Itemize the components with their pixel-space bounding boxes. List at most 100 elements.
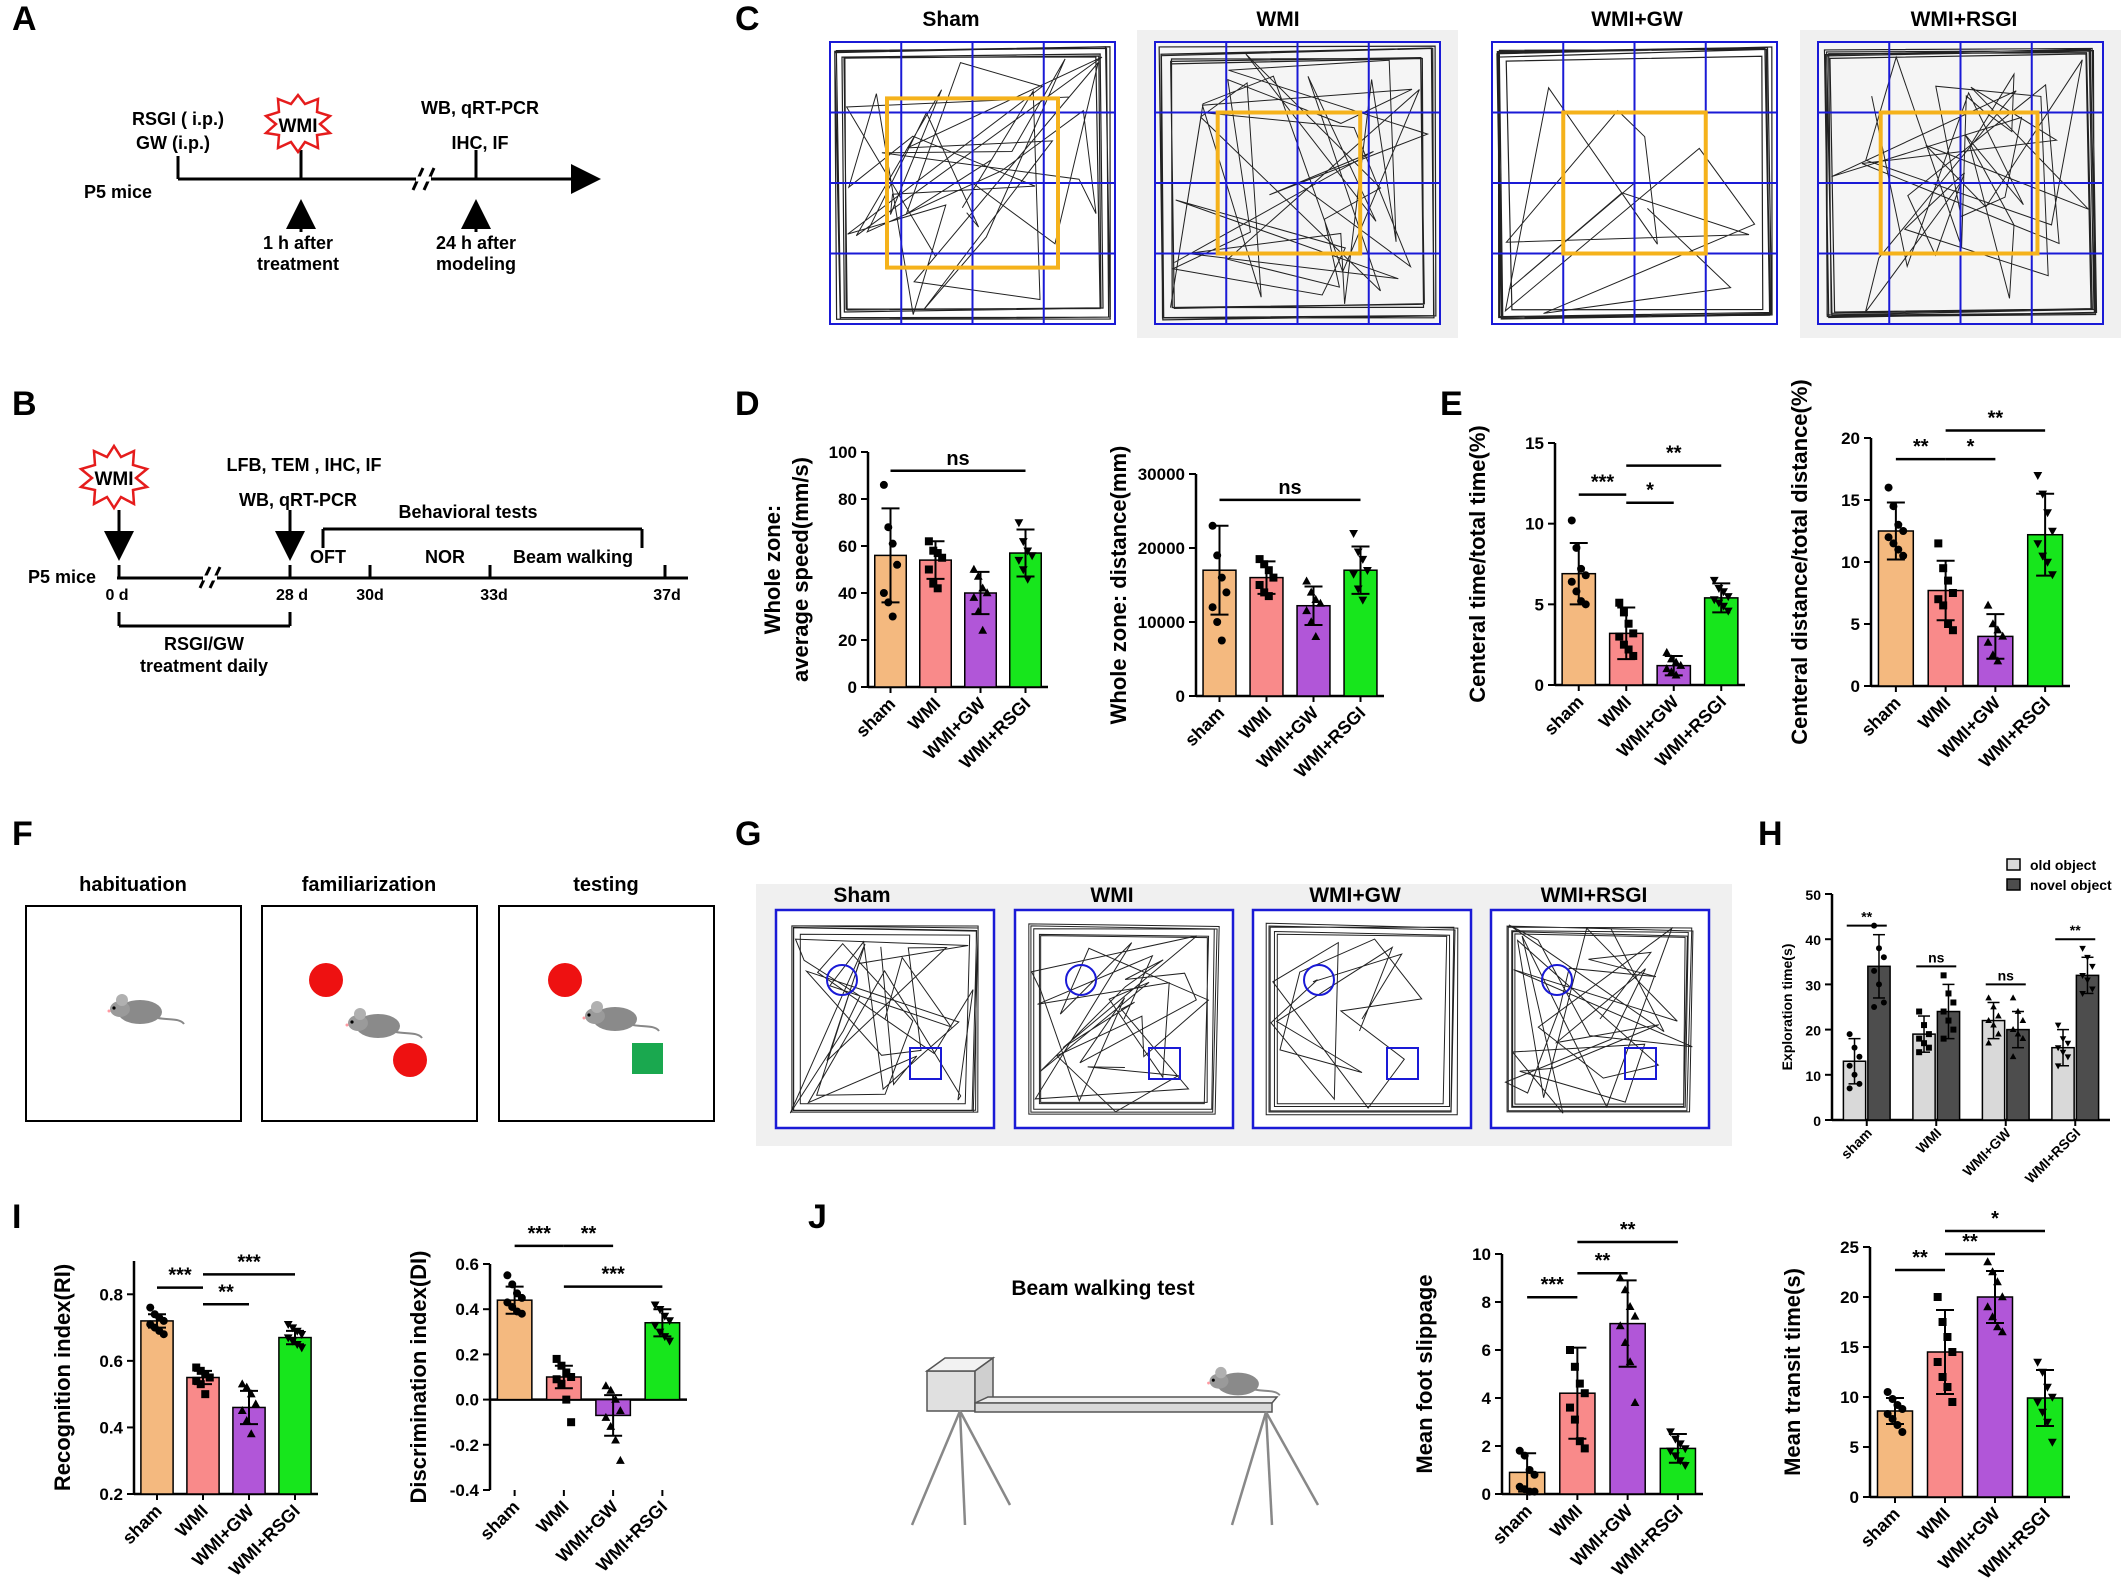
data-point [159, 1330, 168, 1339]
start-b: P5 mice [28, 567, 96, 587]
data-point [1525, 1466, 1534, 1474]
timeline-b: WMI LFB, TEM , IHC, IF WB, qRT-PCR Behav… [28, 443, 688, 676]
data-point [1625, 1302, 1635, 1310]
data-point [1615, 598, 1624, 607]
arena-g-3 [1251, 908, 1473, 1130]
y-tick-label: 5 [1850, 1438, 1859, 1457]
data-point [1255, 555, 1264, 564]
data-point [1709, 576, 1719, 585]
data-point [1629, 651, 1638, 660]
panel-letter-j: J [808, 1198, 827, 1236]
treat1-a: RSGI ( i.p.) [132, 109, 224, 129]
data-point [2084, 954, 2091, 961]
data-point [1353, 548, 1363, 557]
data-point [1993, 1277, 2002, 1286]
y-tick-label: 0.4 [455, 1300, 479, 1319]
data-point [655, 1306, 665, 1314]
data-point [1316, 598, 1325, 607]
data-point [1358, 555, 1368, 564]
center-zone [1878, 110, 2040, 256]
data-point [2054, 1045, 2062, 1052]
data-point [1938, 1318, 1947, 1326]
bar-novel [2075, 974, 2100, 1121]
data-point [1023, 575, 1033, 584]
data-point [969, 564, 979, 573]
data-point [1921, 1040, 1928, 1047]
panel-letter-c: C [735, 0, 760, 38]
data-point [508, 1280, 517, 1289]
assay1-b: LFB, TEM , IHC, IF [227, 455, 382, 475]
data-point [1993, 625, 2003, 634]
arena-title-g1: Sham [833, 884, 890, 907]
data-point [1893, 1421, 1902, 1429]
y-tick-label: 20 [838, 631, 857, 650]
object-square [1148, 1047, 1181, 1080]
data-point [283, 1321, 293, 1330]
y-tick-label: 0 [1535, 676, 1544, 695]
data-point [557, 1361, 566, 1370]
x-tick-label: WMI [532, 1497, 572, 1537]
arena-c-4 [1800, 30, 2121, 338]
data-point [1530, 1487, 1539, 1496]
data-point [251, 1399, 261, 1408]
y-tick-label: -0.2 [450, 1436, 479, 1455]
data-point [1620, 1285, 1630, 1294]
data-point [1023, 547, 1033, 556]
data-point [1575, 1437, 1584, 1446]
data-point [1925, 1044, 1932, 1051]
arena-g-2 [1013, 908, 1235, 1130]
data-point [1675, 1457, 1685, 1466]
data-point [2043, 509, 2052, 518]
sig-label: * [1991, 1208, 1999, 1230]
data-point [292, 1327, 302, 1336]
data-point [2047, 1393, 2057, 1402]
beam-title: Beam walking test [1011, 1277, 1194, 1300]
y-tick-label: 40 [1805, 932, 1821, 948]
data-point [1894, 545, 1903, 554]
day0-b: 0 d [105, 587, 128, 604]
data-point [1871, 967, 1878, 974]
x-tick-label: WMI [1546, 1501, 1586, 1541]
data-point [1997, 1327, 2007, 1336]
data-point [1948, 589, 1957, 597]
mouse-icon-3 [582, 1001, 660, 1032]
sig-label: *** [1591, 472, 1615, 494]
sig-label: ns [946, 448, 969, 470]
data-point [1565, 1346, 1574, 1354]
bar [278, 1336, 312, 1495]
data-point [246, 1429, 256, 1438]
y-tick-label: 10 [1841, 553, 1860, 572]
y-tick-label: 0.0 [455, 1391, 479, 1410]
data-point [2043, 558, 2052, 567]
x-tick-label: WMI [1913, 1125, 1945, 1157]
y-tick-label: 5 [1851, 615, 1860, 634]
data-point [2014, 1007, 2022, 1014]
data-point [606, 1421, 616, 1430]
data-point [611, 1394, 620, 1403]
data-point [242, 1382, 252, 1391]
data-point [1714, 599, 1724, 608]
data-point [1255, 581, 1264, 589]
data-point [1925, 1031, 1932, 1038]
data-point [237, 1405, 247, 1414]
data-point [562, 1395, 571, 1404]
y-tick-label: 6 [1482, 1341, 1491, 1360]
chart-central-distance: 0 5 10 15 20 Centeral distance/total distance… [1787, 379, 2070, 772]
data-point [2047, 1438, 2057, 1447]
data-point [1985, 994, 1992, 1001]
data-point [1709, 596, 1719, 605]
data-point [2009, 994, 2017, 1001]
open-field-arenas: Sham WMI WMI+GW WMI+RSGI [829, 8, 2121, 338]
nor-stage-1: habituation [79, 874, 187, 896]
data-point [1311, 632, 1321, 640]
data-point [893, 560, 902, 569]
familiar-object-1 [309, 963, 343, 997]
arena-title-c1: Sham [922, 8, 979, 31]
data-point [1619, 608, 1628, 617]
data-point [879, 589, 888, 597]
data-point [1719, 602, 1728, 611]
y-tick-label: 15 [1840, 1338, 1859, 1357]
data-point [1269, 573, 1278, 582]
y-tick-label: 10000 [1138, 613, 1185, 632]
